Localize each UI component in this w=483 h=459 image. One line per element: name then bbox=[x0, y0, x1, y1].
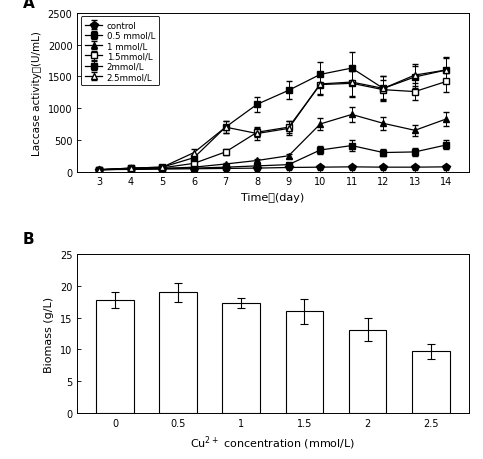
Bar bbox=[412, 352, 450, 413]
Text: B: B bbox=[23, 232, 34, 246]
Bar bbox=[96, 300, 134, 413]
Bar bbox=[285, 312, 324, 413]
Bar bbox=[159, 293, 197, 413]
Y-axis label: Laccase activity　(U/mL): Laccase activity (U/mL) bbox=[32, 31, 42, 155]
Y-axis label: Biomass (g/L): Biomass (g/L) bbox=[44, 296, 55, 372]
Legend: control, 0.5 mmol/L, 1 mmol/L, 1.5mmol/L, 2mmol/L, 2.5mmol/L: control, 0.5 mmol/L, 1 mmol/L, 1.5mmol/L… bbox=[81, 17, 159, 86]
Bar bbox=[349, 330, 386, 413]
Bar bbox=[222, 303, 260, 413]
X-axis label: Cu$^{2+}$ concentration (mmol/L): Cu$^{2+}$ concentration (mmol/L) bbox=[190, 433, 355, 451]
X-axis label: Time　(day): Time (day) bbox=[242, 193, 304, 202]
Text: A: A bbox=[23, 0, 34, 11]
